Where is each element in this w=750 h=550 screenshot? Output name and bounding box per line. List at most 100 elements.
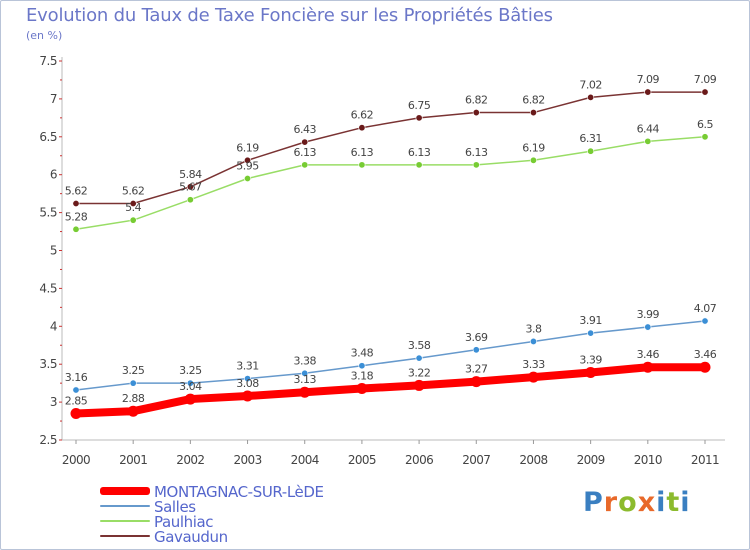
data-label: 7.09 (637, 73, 660, 86)
data-label: 5.62 (122, 185, 145, 198)
data-label: 6.5 (697, 118, 713, 131)
legend-swatch (100, 505, 150, 507)
data-point (529, 156, 537, 164)
data-label: 3.48 (351, 347, 374, 360)
data-label: 4.07 (694, 302, 717, 315)
data-label: 5.28 (65, 210, 88, 223)
data-point (587, 147, 595, 155)
data-label: 3.69 (465, 331, 488, 344)
data-point (70, 407, 82, 419)
data-label: 3.04 (179, 380, 202, 393)
data-label: 3.99 (637, 308, 660, 321)
data-point (529, 337, 537, 345)
series-line-2 (75, 136, 706, 231)
data-point (470, 376, 482, 388)
x-tick-label: 2011 (691, 453, 719, 467)
data-label: 3.58 (408, 339, 431, 352)
data-point (415, 161, 423, 169)
data-label: 6.13 (293, 146, 316, 159)
data-point (186, 196, 194, 204)
data-point (129, 216, 137, 224)
x-tick-label: 2000 (62, 453, 90, 467)
logo-letter: o (618, 487, 638, 518)
data-label: 5.4 (125, 201, 141, 214)
data-point (244, 375, 252, 383)
legend-swatch (100, 487, 150, 495)
data-point (644, 137, 652, 145)
data-label: 3.91 (579, 314, 602, 327)
y-tick-label: 5.5 (39, 206, 57, 220)
data-label: 6.82 (522, 94, 545, 107)
legend-label: Gavaudun (154, 528, 228, 546)
data-label: 6.62 (351, 109, 374, 122)
data-point (587, 93, 595, 101)
logo-letter: x (637, 487, 657, 518)
y-tick-label: 6.5 (39, 130, 57, 144)
data-point (701, 317, 709, 325)
data-label: 5.95 (236, 159, 259, 172)
data-label: 7.09 (694, 73, 717, 86)
x-tick-label: 2005 (348, 453, 376, 467)
data-label: 3.46 (694, 348, 717, 361)
x-tick-label: 2001 (119, 453, 147, 467)
logo-letter: i (656, 487, 667, 518)
series-line-0 (72, 363, 709, 418)
data-point (301, 161, 309, 169)
data-label: 3.38 (293, 354, 316, 367)
y-tick-label: 7 (50, 92, 57, 106)
data-label: 2.88 (122, 392, 145, 405)
data-label: 3.46 (637, 348, 660, 361)
x-tick-label: 2006 (405, 453, 433, 467)
logo-letter: r (603, 487, 619, 518)
data-point (415, 354, 423, 362)
legend-label: Paulhiac (154, 513, 214, 531)
data-label: 6.43 (293, 123, 316, 136)
legend-swatch (100, 535, 150, 537)
data-label: 3.13 (293, 373, 316, 386)
data-label: 3.27 (465, 363, 488, 376)
x-tick-label: 2009 (577, 453, 605, 467)
data-label: 3.16 (65, 371, 88, 384)
data-label: 6.13 (351, 146, 374, 159)
logo-letter: i (680, 487, 691, 518)
data-label: 3.25 (122, 364, 145, 377)
proxiti-logo: Proxiti (583, 487, 691, 518)
data-point (358, 124, 366, 132)
data-point (358, 362, 366, 370)
data-point (301, 369, 309, 377)
data-point (127, 405, 139, 417)
data-label: 3.39 (579, 354, 602, 367)
x-tick-label: 2008 (519, 453, 547, 467)
data-point (356, 382, 368, 394)
y-tick-label: 2.5 (39, 433, 57, 447)
data-label: 6.13 (408, 146, 431, 159)
data-point (644, 323, 652, 331)
logo-letter: t (666, 487, 681, 518)
x-tick-label: 2003 (233, 453, 261, 467)
data-label: 6.82 (465, 94, 488, 107)
data-label: 6.75 (408, 99, 431, 112)
y-tick-label: 5 (50, 244, 57, 258)
data-point (184, 393, 196, 405)
data-label: 5.67 (179, 181, 202, 194)
data-point (699, 361, 711, 373)
y-tick-label: 4.5 (39, 281, 57, 295)
data-point (529, 109, 537, 117)
legend-swatch (100, 520, 150, 522)
data-label: 6.19 (236, 141, 259, 154)
y-tick-label: 4 (50, 319, 57, 333)
data-label: 3.22 (408, 366, 431, 379)
y-tick-label: 3.5 (39, 357, 57, 371)
data-point (72, 200, 80, 208)
data-point (701, 88, 709, 96)
x-tick-label: 2002 (176, 453, 204, 467)
data-point (299, 386, 311, 398)
data-point (472, 346, 480, 354)
x-tick-label: 2007 (462, 453, 490, 467)
x-tick-label: 2004 (291, 453, 319, 467)
data-label: 7.02 (579, 78, 602, 91)
data-point (472, 161, 480, 169)
data-label: 3.33 (522, 358, 545, 371)
data-point (472, 109, 480, 117)
